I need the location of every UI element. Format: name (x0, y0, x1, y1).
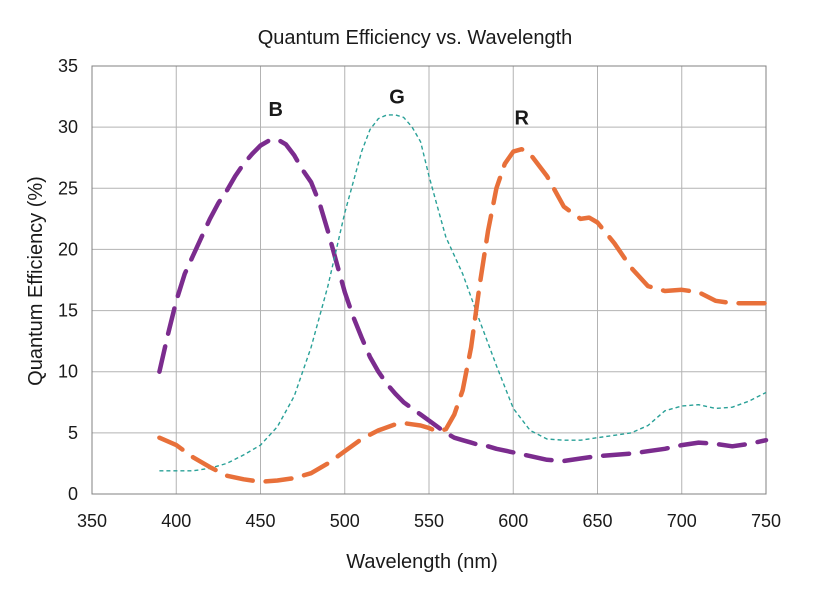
plot-frame (91, 65, 767, 495)
y-tick-label: 15 (58, 301, 78, 321)
series-layer (157, 114, 769, 485)
series-annotations: BGR (268, 87, 529, 130)
y-axis-label: Quantum Efficiency (%) (25, 176, 47, 386)
x-axis-label: Wavelength (nm) (346, 551, 498, 573)
x-tick-label: 600 (498, 511, 528, 531)
x-tick-label: 650 (582, 511, 612, 531)
series-line-b (157, 137, 769, 464)
x-tick-label: 450 (245, 511, 275, 531)
y-tick-label: 25 (58, 178, 78, 198)
x-tick-labels: 350 400 450 500 550 600 650 700 750 (77, 511, 781, 531)
y-tick-label: 35 (58, 56, 78, 76)
x-tick-label: 400 (161, 511, 191, 531)
x-tick-label: 700 (667, 511, 697, 531)
chart-title: Quantum Efficiency vs. Wavelength (258, 27, 573, 49)
y-tick-label: 20 (58, 239, 78, 259)
series-line-g (159, 114, 767, 472)
x-tick-label: 350 (77, 511, 107, 531)
x-tick-label: 750 (751, 511, 781, 531)
x-tick-label: 550 (414, 511, 444, 531)
y-tick-label: 5 (68, 423, 78, 443)
series-label-r: R (514, 107, 529, 129)
series-line-r (157, 146, 769, 485)
y-tick-label: 0 (68, 484, 78, 504)
y-tick-label: 30 (58, 117, 78, 137)
x-tick-label: 500 (330, 511, 360, 531)
y-tick-label: 10 (58, 362, 78, 382)
y-tick-labels: 0 5 10 15 20 25 30 35 (58, 56, 78, 504)
series-label-g: G (389, 87, 405, 109)
series-label-b: B (268, 99, 282, 121)
